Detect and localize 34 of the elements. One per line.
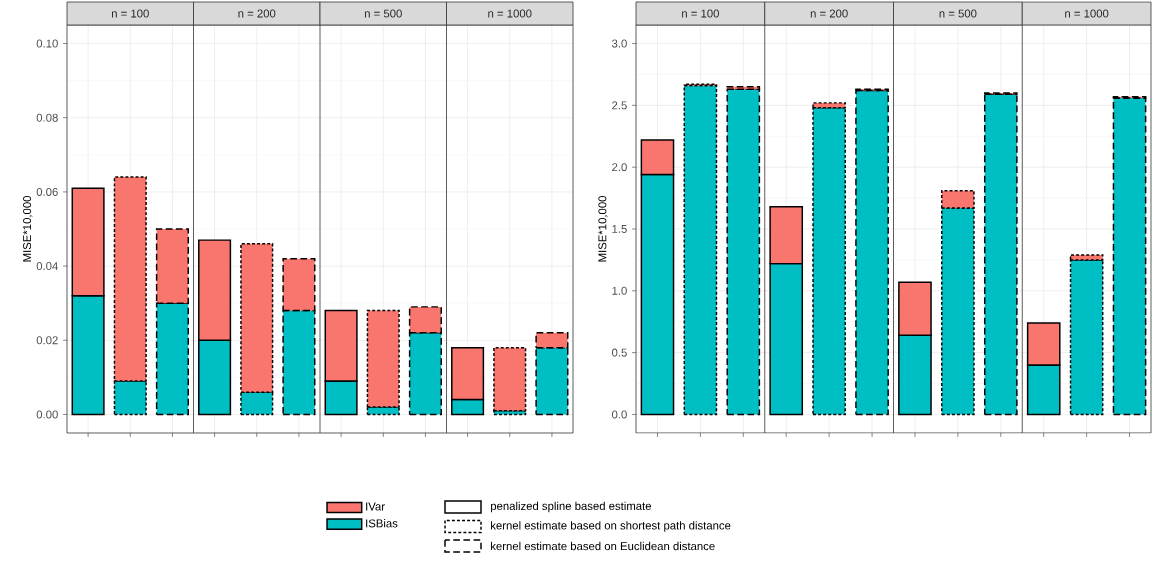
text: penalized spline based estimate [491, 501, 652, 513]
y-tick-label: 1.5 [612, 225, 627, 233]
text: n = 1000 [488, 9, 532, 18]
text: n = 100 [111, 9, 149, 18]
y-tick-label: 0.10 [36, 39, 58, 48]
bar [855, 89, 889, 416]
y-tick-label: 0.5 [611, 348, 627, 357]
legend-label: IVar [366, 502, 385, 511]
y-tick-label: 0.02 [36, 336, 58, 345]
text: n = 200 [238, 9, 276, 18]
y-tick-label: 1.0 [612, 286, 627, 295]
bar [493, 346, 527, 412]
text: kernel estimate based on shortest path distance [491, 521, 731, 532]
text: kernel estimate based on Euclidean distance [491, 541, 715, 551]
bar [683, 84, 718, 416]
y-tick-label: 0.08 [36, 113, 58, 122]
text: n = 1000 [1065, 9, 1109, 18]
y-axis-title: MISE*10,000 [598, 196, 608, 262]
bar [1112, 97, 1147, 416]
y-tick-label: 0.0 [611, 410, 627, 419]
y-axis-title: MISE*10,000 [23, 196, 33, 262]
bar [726, 88, 761, 416]
y-tick-label: 0.04 [36, 262, 58, 271]
y-tick-label: 0.06 [36, 187, 58, 196]
text: n = 500 [939, 9, 977, 18]
bar [983, 93, 1018, 416]
text: n = 100 [682, 9, 719, 18]
y-tick-label: 3.0 [611, 39, 627, 48]
y-tick-label: 2.0 [612, 163, 627, 172]
text: n = 200 [810, 9, 848, 18]
y-tick-label: 0.00 [36, 410, 58, 419]
legend-label: ISBias [366, 519, 398, 528]
text: n = 500 [364, 9, 402, 18]
y-tick-label: 2.5 [612, 101, 627, 110]
